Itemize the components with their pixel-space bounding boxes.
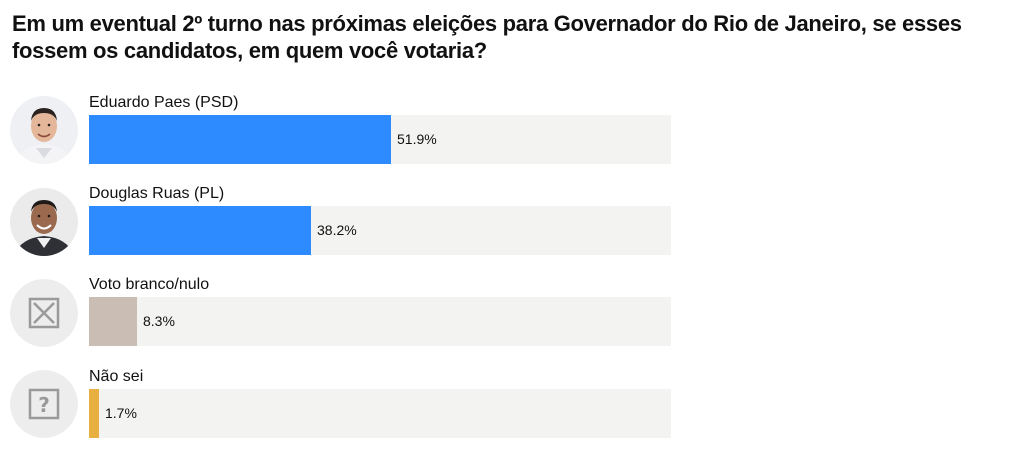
label-nao-sei: Não sei (89, 368, 144, 385)
value-eduardo-paes: 51.9% (397, 131, 437, 147)
track-douglas-ruas: 38.2% (89, 206, 671, 255)
row-eduardo-paes: Eduardo Paes (PSD) 51.9% (0, 93, 1023, 183)
avatar-eduardo-paes (10, 96, 78, 164)
row-voto-branco-nulo: Voto branco/nulo 8.3% (0, 275, 1023, 365)
value-nao-sei: 1.7% (105, 405, 137, 421)
avatar-douglas-ruas (10, 188, 78, 256)
value-douglas-ruas: 38.2% (317, 222, 357, 238)
track-eduardo-paes: 51.9% (89, 115, 671, 164)
row-nao-sei: ? Não sei 1.7% (0, 367, 1023, 457)
bar-douglas-ruas (89, 206, 311, 255)
x-box-icon (10, 279, 78, 347)
label-eduardo-paes: Eduardo Paes (PSD) (89, 94, 239, 111)
svg-text:?: ? (38, 393, 50, 417)
chart-title: Em um eventual 2º turno nas próximas ele… (12, 11, 962, 63)
label-douglas-ruas: Douglas Ruas (PL) (89, 185, 225, 202)
row-douglas-ruas: Douglas Ruas (PL) 38.2% (0, 184, 1023, 274)
bar-nao-sei (89, 389, 99, 438)
track-voto-branco-nulo: 8.3% (89, 297, 671, 346)
value-voto-branco-nulo: 8.3% (143, 313, 175, 329)
label-voto-branco-nulo: Voto branco/nulo (89, 276, 210, 293)
track-nao-sei: 1.7% (89, 389, 671, 438)
bar-voto-branco-nulo (89, 297, 137, 346)
question-box-icon: ? (10, 370, 78, 438)
bar-eduardo-paes (89, 115, 391, 164)
